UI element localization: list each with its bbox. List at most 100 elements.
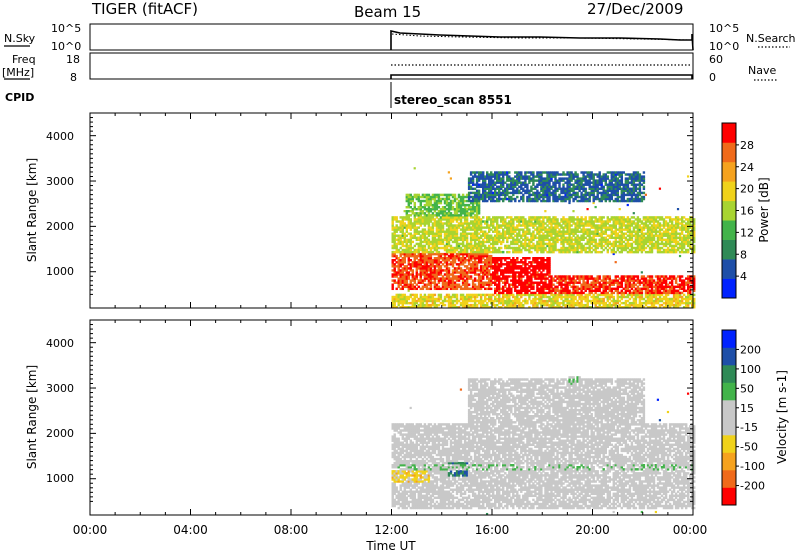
data-cell (506, 263, 509, 266)
data-cell (484, 295, 487, 299)
data-cell (433, 277, 437, 280)
data-cell (622, 232, 626, 235)
data-cell (413, 250, 417, 254)
data-cell (488, 197, 491, 201)
data-cell (423, 244, 427, 248)
data-cell (542, 273, 545, 276)
data-cell (465, 297, 469, 301)
data-cell (520, 295, 523, 299)
data-cell (401, 250, 405, 254)
data-cell (562, 246, 565, 250)
data-cell (437, 273, 441, 276)
data-cell (423, 261, 427, 264)
data-cell (439, 216, 443, 219)
data-cell (445, 273, 449, 276)
data-cell (445, 203, 449, 207)
data-cell (500, 263, 503, 266)
data-cell (506, 232, 509, 235)
data-cell (494, 171, 497, 174)
data-cell (427, 267, 431, 270)
data-cell (423, 248, 427, 252)
data-cell (417, 263, 421, 266)
data-cell (506, 191, 509, 195)
data-cell (469, 234, 473, 237)
data-cell (431, 265, 435, 268)
data-cell (582, 230, 585, 233)
data-cell (437, 295, 441, 299)
data-cell (582, 244, 585, 248)
data-cell (467, 195, 471, 199)
data-cell (488, 257, 491, 260)
data-cell (516, 257, 519, 260)
data-cell (455, 236, 459, 240)
data-cell (510, 303, 513, 307)
data-cell (451, 257, 455, 260)
data-cell (522, 228, 525, 231)
data-cell (411, 210, 415, 213)
data-cell (488, 269, 491, 272)
data-cell (542, 299, 545, 303)
data-cell (425, 263, 429, 266)
data-cell (461, 257, 465, 260)
data-cell (451, 216, 455, 219)
data-cell (482, 301, 485, 305)
data-cell (455, 297, 459, 301)
data-cell (488, 226, 491, 229)
data-cell (433, 220, 437, 223)
data-cell (502, 295, 505, 299)
data-cell (500, 183, 503, 186)
data-cell (403, 306, 407, 309)
data-cell (496, 273, 499, 276)
data-cell (401, 285, 405, 289)
data-cell (399, 283, 402, 286)
data-cell (508, 191, 511, 195)
data-cell (451, 281, 455, 284)
data-cell (486, 226, 489, 229)
data-cell (417, 242, 421, 246)
data-cell (405, 226, 409, 229)
data-cell (486, 193, 489, 197)
data-cell (417, 299, 421, 303)
data-cell (409, 252, 413, 256)
data-cell (417, 230, 421, 233)
data-cell (451, 303, 455, 307)
data-cell (407, 240, 411, 244)
data-cell (399, 216, 402, 219)
data-cell (490, 293, 493, 297)
data-cell (475, 208, 479, 211)
data-cell (403, 283, 407, 286)
data-cell (403, 277, 407, 280)
data-cell (471, 263, 475, 266)
data-cell (431, 297, 435, 301)
data-cell (622, 287, 626, 291)
data-cell (508, 228, 511, 231)
data-cell (393, 246, 396, 250)
data-cell (441, 210, 445, 213)
data-cell (488, 244, 491, 248)
data-cell (469, 297, 473, 301)
data-cell (473, 206, 477, 209)
data-cell (492, 265, 495, 268)
data-cell (602, 191, 605, 195)
data-cell (415, 269, 419, 272)
data-cell (490, 191, 493, 195)
data-cell (473, 232, 477, 235)
data-cell (492, 199, 495, 203)
data-cell (393, 263, 396, 266)
data-cell (486, 275, 489, 278)
data-cell (397, 293, 400, 297)
data-cell (435, 263, 439, 266)
data-cell (421, 236, 425, 240)
data-cell (461, 250, 465, 254)
data-cell (510, 299, 513, 303)
data-cell (425, 232, 429, 235)
data-cell (498, 248, 501, 252)
data-cell (459, 297, 463, 301)
data-cell (598, 275, 601, 278)
data-cell (484, 265, 487, 268)
data-cell (490, 246, 493, 250)
data-cell (419, 220, 423, 223)
data-cell (453, 214, 457, 217)
data-cell (496, 263, 499, 266)
data-cell (482, 181, 485, 184)
